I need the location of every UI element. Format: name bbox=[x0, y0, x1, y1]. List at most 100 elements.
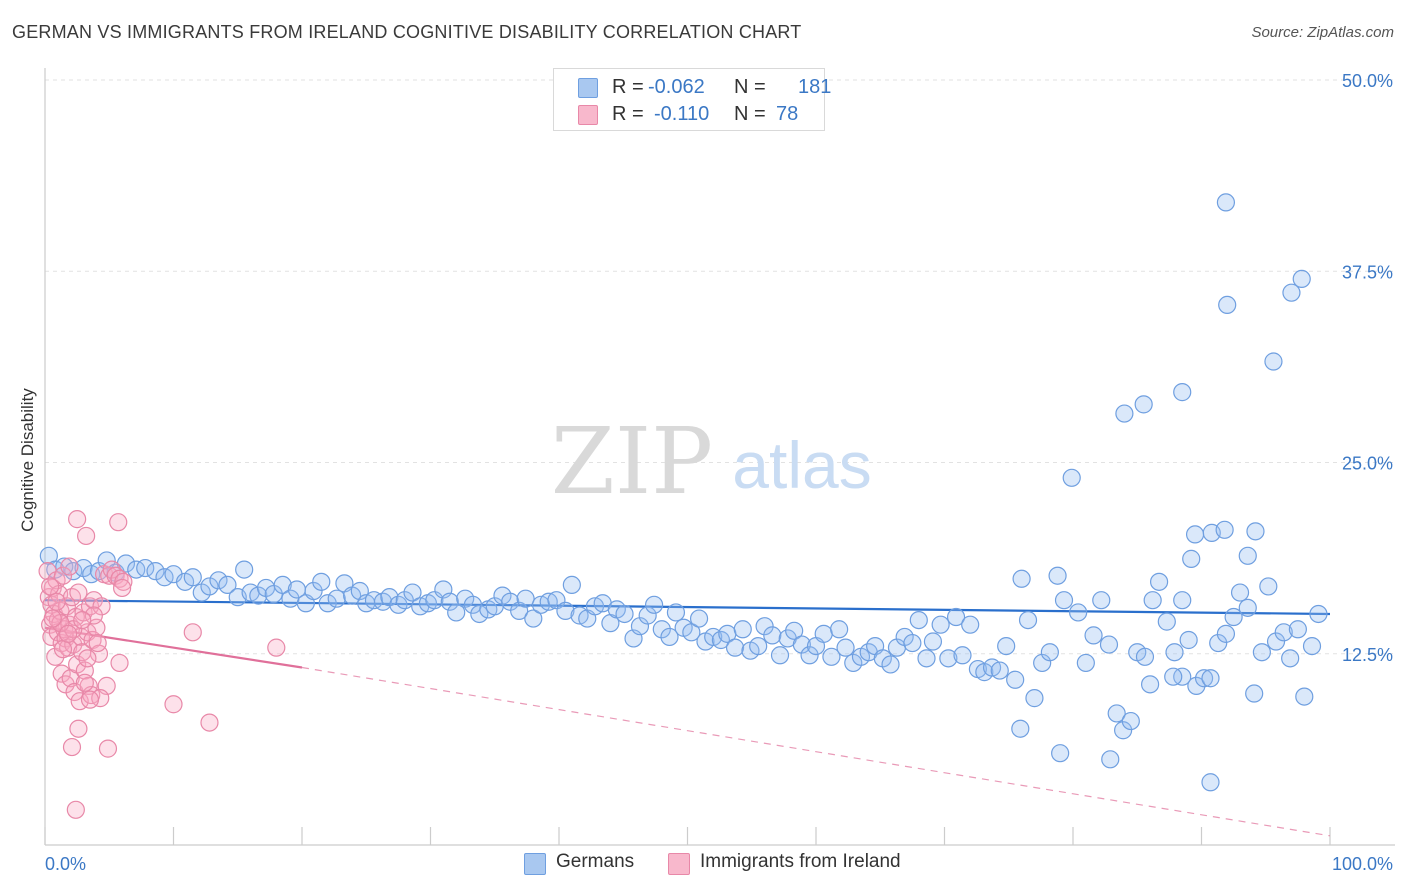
data-point-germans bbox=[800, 646, 819, 665]
legend-n-value: 181 bbox=[798, 76, 832, 98]
data-point-germans bbox=[304, 581, 323, 601]
data-point-germans bbox=[1230, 583, 1250, 602]
data-point-ireland bbox=[112, 578, 132, 598]
data-point-germans bbox=[1135, 647, 1155, 666]
data-point-germans bbox=[235, 560, 254, 579]
data-point-germans bbox=[218, 575, 237, 595]
data-point-germans bbox=[1173, 383, 1192, 402]
data-point-germans bbox=[146, 562, 165, 581]
y-tick-label: 37.5% bbox=[1342, 262, 1393, 282]
y-tick-label: 50.0% bbox=[1342, 71, 1393, 91]
data-point-germans bbox=[1134, 395, 1153, 414]
data-point-germans bbox=[1216, 624, 1236, 643]
data-point-germans bbox=[183, 568, 202, 587]
data-point-ireland bbox=[77, 526, 96, 546]
data-point-germans bbox=[1084, 626, 1103, 645]
bottom-legend-germans: Germans bbox=[524, 851, 664, 877]
data-point-germans bbox=[652, 620, 671, 639]
data-point-ireland bbox=[66, 800, 85, 819]
data-point-germans bbox=[373, 592, 393, 611]
data-point-germans bbox=[785, 621, 804, 640]
data-point-germans bbox=[725, 638, 745, 657]
data-point-ireland bbox=[43, 609, 62, 628]
data-point-germans bbox=[638, 606, 657, 625]
data-point-germans bbox=[1006, 670, 1025, 689]
data-point-germans bbox=[822, 647, 841, 666]
data-point-ireland bbox=[84, 606, 103, 625]
data-point-ireland bbox=[69, 583, 88, 602]
data-point-germans bbox=[1281, 649, 1300, 668]
legend-n-label: N = bbox=[734, 103, 766, 125]
legend-r-value: -0.062 bbox=[648, 76, 705, 98]
data-point-germans bbox=[953, 646, 972, 665]
legend-r-label: R = bbox=[612, 103, 644, 125]
data-point-ireland bbox=[59, 624, 78, 643]
data-point-ireland bbox=[78, 649, 97, 668]
bottom-legend-swatch-germans bbox=[524, 853, 546, 875]
data-point-germans bbox=[312, 572, 331, 591]
data-point-germans bbox=[1216, 193, 1236, 212]
legend-swatch-germans bbox=[578, 78, 598, 98]
data-point-ireland bbox=[69, 719, 88, 738]
data-point-germans bbox=[447, 603, 466, 622]
data-point-germans bbox=[1107, 704, 1126, 723]
data-point-germans bbox=[364, 591, 384, 610]
data-point-ireland bbox=[41, 577, 60, 596]
data-point-germans bbox=[1259, 577, 1278, 596]
trend-lines bbox=[44, 599, 1331, 837]
trend-line-germans bbox=[44, 599, 1331, 616]
data-point-germans bbox=[836, 638, 855, 657]
data-point-ireland bbox=[109, 513, 128, 532]
data-point-ireland bbox=[110, 653, 129, 673]
data-point-germans bbox=[1048, 566, 1067, 585]
data-point-germans bbox=[1101, 750, 1120, 769]
data-point-germans bbox=[939, 649, 958, 668]
data-point-germans bbox=[562, 575, 581, 595]
data-point-germans bbox=[1201, 773, 1220, 792]
chart-source: Source: ZipAtlas.com bbox=[1251, 24, 1394, 41]
data-point-germans bbox=[1121, 711, 1140, 731]
data-point-ireland bbox=[47, 592, 66, 611]
data-point-germans bbox=[1165, 643, 1184, 662]
data-point-germans bbox=[403, 583, 422, 602]
data-point-ireland bbox=[114, 572, 133, 591]
data-point-germans bbox=[1187, 676, 1206, 695]
legend-swatch-ireland bbox=[578, 105, 598, 125]
data-point-germans bbox=[1018, 610, 1038, 630]
data-point-germans bbox=[524, 609, 543, 628]
data-point-germans bbox=[1194, 669, 1214, 688]
data-point-germans bbox=[318, 594, 337, 613]
data-point-germans bbox=[1140, 675, 1160, 694]
data-point-ireland bbox=[53, 566, 73, 585]
legend-r-label: R = bbox=[612, 76, 644, 98]
data-point-ireland bbox=[98, 739, 118, 758]
data-point-germans bbox=[1215, 520, 1234, 539]
data-point-germans bbox=[273, 575, 292, 595]
data-point-germans bbox=[1182, 549, 1201, 568]
data-point-ireland bbox=[92, 597, 111, 616]
data-point-germans bbox=[200, 577, 219, 596]
data-point-germans bbox=[1143, 591, 1162, 610]
data-point-ireland bbox=[75, 673, 94, 692]
data-point-germans bbox=[470, 604, 489, 624]
trend-line-ireland bbox=[44, 626, 303, 669]
data-point-germans bbox=[931, 615, 950, 634]
chart-title: GERMAN VS IMMIGRANTS FROM IRELAND COGNIT… bbox=[12, 22, 802, 42]
data-point-germans bbox=[1185, 525, 1205, 544]
axes bbox=[44, 68, 1395, 846]
data-point-germans bbox=[923, 632, 943, 651]
data-point-germans bbox=[1309, 604, 1328, 624]
trend-line-extension bbox=[301, 666, 1331, 837]
data-point-ireland bbox=[73, 610, 92, 630]
data-point-germans bbox=[1157, 612, 1176, 631]
data-point-germans bbox=[1288, 620, 1307, 639]
data-point-germans bbox=[1264, 352, 1283, 371]
bottom-legend-ireland: Immigrants from Ireland bbox=[668, 851, 928, 877]
data-point-ireland bbox=[62, 737, 82, 757]
data-point-germans bbox=[327, 589, 346, 608]
data-point-germans bbox=[1224, 607, 1243, 627]
data-point-germans bbox=[440, 592, 459, 611]
data-point-ireland bbox=[183, 623, 202, 642]
data-point-germans bbox=[682, 623, 701, 642]
data-point-germans bbox=[770, 646, 790, 665]
